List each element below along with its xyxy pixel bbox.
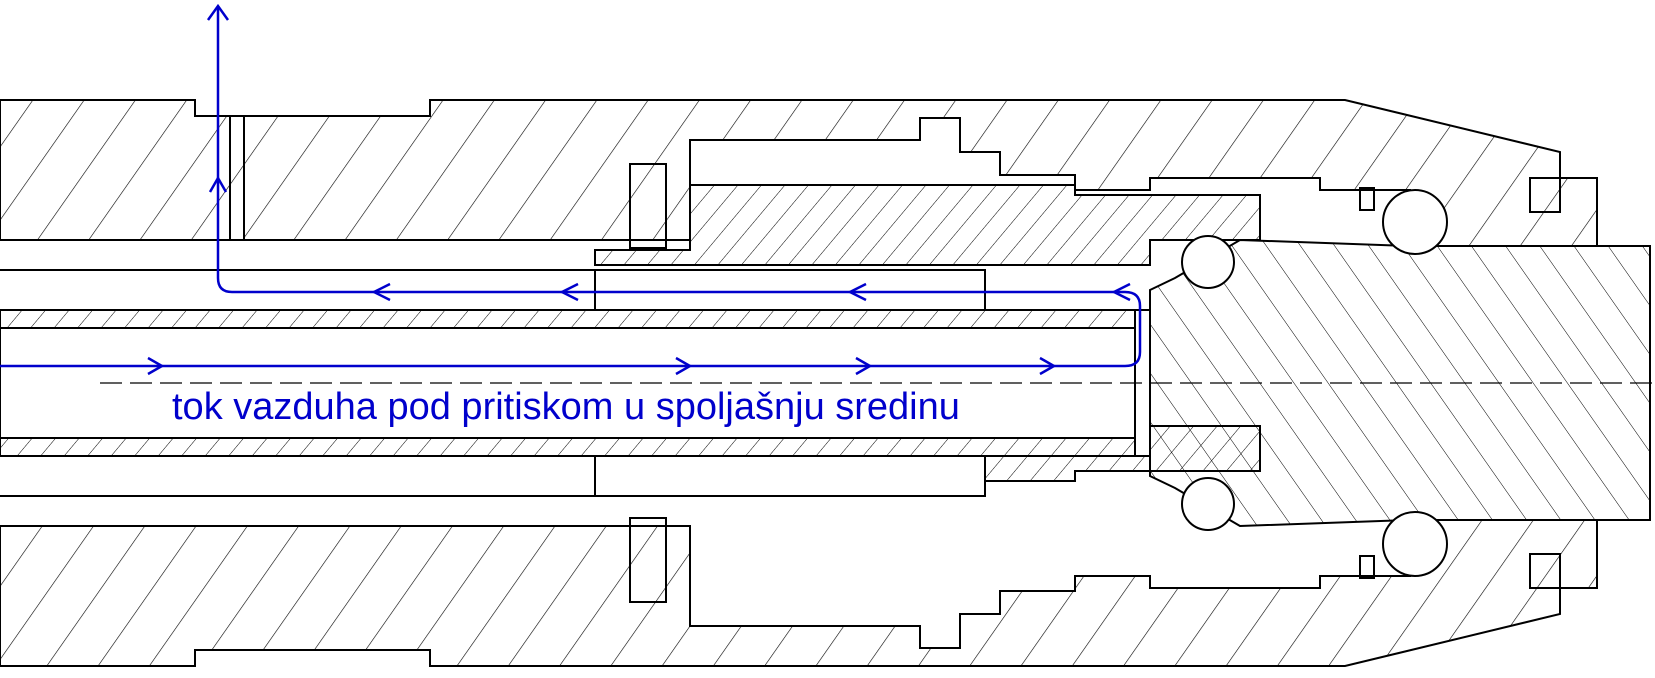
housing-top — [0, 99, 1598, 247]
airflow-caption: tok vazduha pod pritiskom u spoljašnju s… — [172, 386, 960, 428]
housing-bottom — [0, 519, 1598, 667]
airflow-path — [0, 3, 1142, 376]
